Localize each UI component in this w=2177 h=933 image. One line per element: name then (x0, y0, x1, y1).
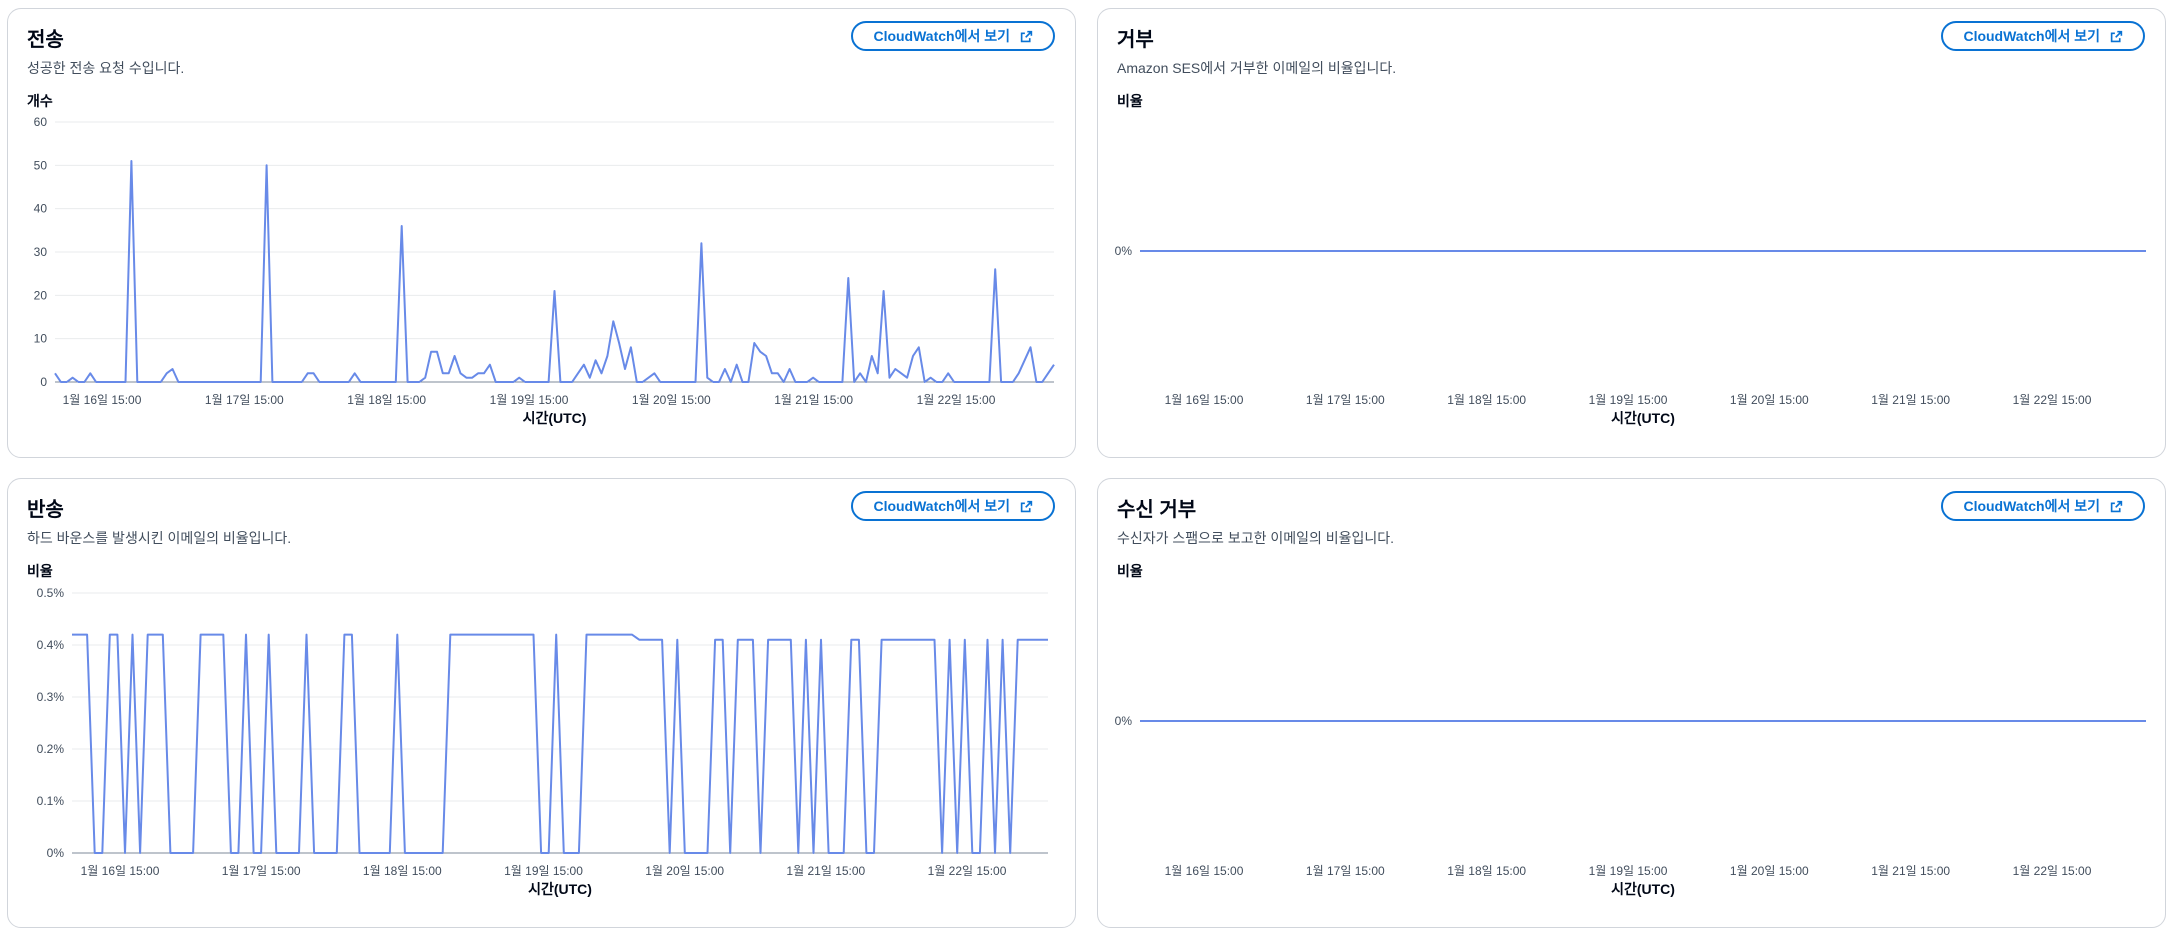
x-axis-title: 시간(UTC) (1611, 881, 1675, 897)
x-tick-label: 1월 17일 15:00 (1306, 393, 1385, 407)
y-axis-label: 비율 (27, 563, 53, 579)
x-tick-label: 1월 20일 15:00 (1730, 864, 1809, 878)
button-label: CloudWatch에서 보기 (1963, 28, 2100, 44)
x-tick-label: 1월 22일 15:00 (2013, 864, 2092, 878)
view-in-cloudwatch-button[interactable]: CloudWatch에서 보기 (851, 21, 1055, 51)
y-tick-label: 0% (1115, 714, 1133, 728)
panel-description: 수신자가 스팸으로 보고한 이메일의 비율입니다. (1117, 530, 1395, 546)
x-tick-label: 1월 17일 15:00 (222, 864, 301, 878)
button-label: CloudWatch에서 보기 (1963, 498, 2100, 514)
x-tick-label: 1월 16일 15:00 (1165, 393, 1244, 407)
x-axis-title: 시간(UTC) (523, 410, 587, 426)
series-line (54, 160, 1055, 383)
x-tick-label: 1월 17일 15:00 (1306, 864, 1385, 878)
view-in-cloudwatch-button[interactable]: CloudWatch에서 보기 (1941, 21, 2145, 51)
y-tick-label: 0 (40, 375, 47, 389)
button-label: CloudWatch에서 보기 (873, 498, 1010, 514)
y-tick-label: 0% (1115, 244, 1133, 258)
view-in-cloudwatch-button[interactable]: CloudWatch에서 보기 (851, 491, 1055, 521)
x-tick-label: 1월 20일 15:00 (1730, 393, 1809, 407)
x-tick-label: 1월 18일 15:00 (1447, 393, 1526, 407)
y-tick-label: 40 (34, 202, 48, 216)
line-chart: 0 10 20 30 40 50 60 1월 16일 15:00 1월 17일 15:00 1월 … (34, 115, 1055, 426)
x-tick-label: 1월 19일 15:00 (504, 864, 583, 878)
line-chart: 0% 1월 16일 15:00 1월 17일 15:00 1월 18일 15:00 1월… (1115, 714, 2146, 897)
x-tick-label: 1월 19일 15:00 (490, 393, 569, 407)
button-label: CloudWatch에서 보기 (873, 28, 1010, 44)
x-tick-label: 1월 21일 15:00 (1871, 864, 1950, 878)
complaints-chart-panel: 수신 거부 수신자가 스팸으로 보고한 이메일의 비율입니다. 비율 Cloud… (1097, 478, 2166, 928)
series-line (72, 633, 1048, 854)
x-tick-label: 1월 18일 15:00 (363, 864, 442, 878)
y-tick-label: 0.1% (37, 794, 65, 808)
line-chart: 0% 1월 16일 15:00 1월 17일 15:00 1월 18일 15:00 1월… (1115, 244, 2146, 426)
x-tick-label: 1월 18일 15:00 (347, 393, 426, 407)
x-tick-label: 1월 19일 15:00 (1589, 393, 1668, 407)
y-tick-label: 50 (34, 158, 48, 172)
panel-title: 전송 (27, 29, 64, 51)
panel-title: 수신 거부 (1117, 499, 1197, 521)
delivery-chart-panel: 전송 성공한 전송 요청 수입니다. 개수 CloudWatch에서 보기 0 1… (7, 8, 1076, 458)
panel-description: 성공한 전송 요청 수입니다. (27, 60, 185, 76)
x-tick-label: 1월 16일 15:00 (63, 393, 142, 407)
panel-description: 하드 바운스를 발생시킨 이메일의 비율입니다. (27, 530, 292, 546)
y-axis-label: 비율 (1117, 93, 1143, 109)
y-tick-label: 10 (34, 332, 48, 346)
x-tick-label: 1월 20일 15:00 (632, 393, 711, 407)
y-tick-label: 0% (47, 846, 65, 860)
y-tick-label: 0.4% (37, 638, 65, 652)
x-tick-label: 1월 21일 15:00 (1871, 393, 1950, 407)
x-tick-label: 1월 16일 15:00 (1165, 864, 1244, 878)
x-tick-label: 1월 20일 15:00 (645, 864, 724, 878)
y-tick-label: 0.3% (37, 690, 65, 704)
x-axis-title: 시간(UTC) (528, 881, 592, 897)
panel-title: 반송 (27, 499, 64, 521)
x-tick-label: 1월 21일 15:00 (774, 393, 853, 407)
line-chart: 0% 0.1% 0.2% 0.3% 0.4% 0.5% 1월 16일 15:00 1월 17일… (37, 586, 1048, 897)
y-axis-label: 비율 (1117, 563, 1143, 579)
x-tick-label: 1월 22일 15:00 (928, 864, 1007, 878)
y-tick-label: 0.2% (37, 742, 65, 756)
external-link-icon (2110, 30, 2123, 42)
external-link-icon (1020, 30, 1033, 42)
y-tick-label: 30 (34, 245, 48, 259)
x-tick-label: 1월 19일 15:00 (1589, 864, 1668, 878)
x-tick-label: 1월 17일 15:00 (205, 393, 284, 407)
bounces-chart-panel: 반송 하드 바운스를 발생시킨 이메일의 비율입니다. 비율 CloudWatc… (7, 478, 1076, 928)
view-in-cloudwatch-button[interactable]: CloudWatch에서 보기 (1941, 491, 2145, 521)
x-tick-label: 1월 16일 15:00 (81, 864, 160, 878)
x-tick-label: 1월 18일 15:00 (1447, 864, 1526, 878)
x-tick-label: 1월 22일 15:00 (917, 393, 996, 407)
external-link-icon (2110, 500, 2123, 512)
y-tick-label: 60 (34, 115, 48, 129)
panel-title: 거부 (1117, 29, 1154, 51)
x-tick-label: 1월 21일 15:00 (786, 864, 865, 878)
y-axis-label: 개수 (27, 93, 53, 109)
y-tick-label: 20 (34, 288, 48, 302)
external-link-icon (1020, 500, 1033, 512)
x-tick-label: 1월 22일 15:00 (2013, 393, 2092, 407)
y-tick-label: 0.5% (37, 586, 65, 600)
x-axis-title: 시간(UTC) (1611, 410, 1675, 426)
panel-description: Amazon SES에서 거부한 이메일의 비율입니다. (1117, 60, 1397, 76)
rejects-chart-panel: 거부 Amazon SES에서 거부한 이메일의 비율입니다. 비율 Cloud… (1097, 8, 2166, 458)
